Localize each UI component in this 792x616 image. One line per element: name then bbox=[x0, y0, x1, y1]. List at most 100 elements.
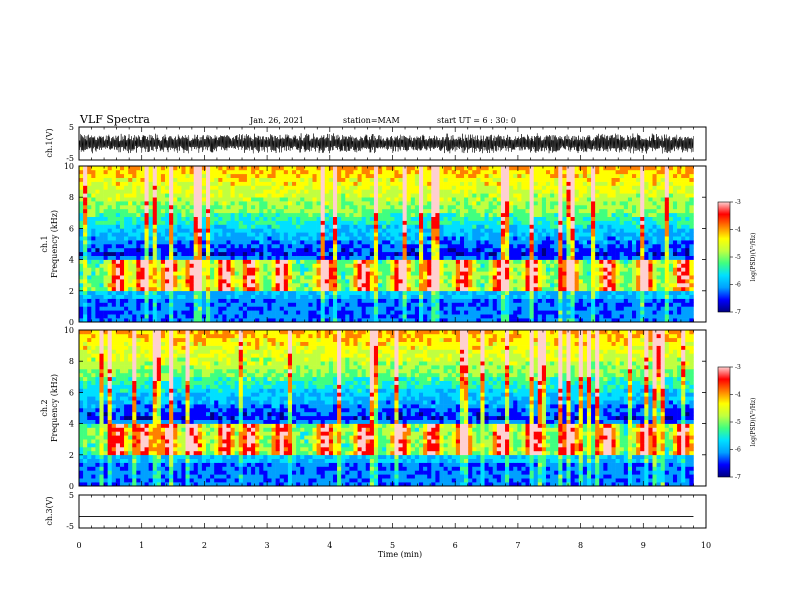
spectrogram-cell bbox=[394, 236, 399, 241]
spectrogram-cell bbox=[488, 185, 494, 190]
spectrogram-cell bbox=[148, 193, 154, 198]
spectrogram-cell bbox=[132, 271, 137, 276]
spectrogram-cell bbox=[185, 271, 190, 276]
spectrogram-cell bbox=[541, 267, 547, 272]
spectrogram-cell bbox=[541, 279, 547, 284]
spectrogram-cell bbox=[439, 247, 444, 253]
spectrogram-cell bbox=[255, 290, 260, 295]
spectrogram-cell bbox=[468, 283, 473, 288]
spectrogram-cell bbox=[271, 216, 276, 221]
spectrogram-cell bbox=[132, 279, 137, 284]
spectrogram-cell bbox=[464, 318, 469, 323]
spectrogram-cell bbox=[205, 306, 211, 311]
spectrogram-cell bbox=[349, 240, 354, 245]
spectrogram-cell bbox=[259, 216, 264, 221]
spectrogram-cell bbox=[492, 314, 498, 319]
spectrogram-cell bbox=[406, 306, 412, 311]
spectrogram-cell bbox=[361, 212, 367, 217]
spectrogram-cell bbox=[324, 286, 330, 292]
spectrogram-cell bbox=[115, 189, 121, 194]
spectrogram-cell bbox=[177, 286, 182, 292]
spectrogram-cell bbox=[496, 318, 502, 323]
spectrogram-cell bbox=[419, 294, 424, 299]
spectrogram-cell bbox=[394, 189, 399, 194]
spectrogram-cell bbox=[427, 251, 432, 256]
spectrogram-cell bbox=[283, 185, 289, 190]
spectrogram-cell bbox=[550, 197, 555, 202]
spectrogram-cell bbox=[83, 173, 88, 178]
spectrogram-cell bbox=[79, 166, 84, 171]
spectrogram-cell bbox=[214, 318, 219, 323]
spectrogram-cell bbox=[423, 286, 428, 292]
spectrogram-cell bbox=[128, 193, 133, 198]
spectrogram-cell bbox=[337, 314, 342, 319]
spectrogram-cell bbox=[365, 177, 371, 182]
spectrogram-cell bbox=[165, 224, 170, 229]
spectrogram-cell bbox=[402, 271, 408, 276]
spectrogram-cell bbox=[189, 302, 194, 307]
spectrogram-cell bbox=[238, 302, 244, 307]
spectrogram-cell bbox=[472, 263, 477, 268]
spectrogram-cell bbox=[210, 259, 215, 264]
spectrogram-cell bbox=[406, 314, 412, 319]
spectrogram-cell bbox=[222, 185, 227, 190]
spectrogram-cell bbox=[165, 283, 170, 288]
spectrogram-cell bbox=[398, 185, 403, 190]
spectrogram-cell bbox=[308, 169, 313, 175]
spectrogram-cell bbox=[324, 279, 330, 284]
spectrogram-cell bbox=[500, 224, 506, 229]
spectrogram-cell bbox=[365, 306, 371, 311]
spectrogram-cell bbox=[308, 279, 313, 284]
spectrogram-cell bbox=[230, 232, 235, 237]
spectrogram-cell bbox=[427, 189, 432, 194]
spectrogram-cell bbox=[119, 177, 125, 182]
spectrogram-cell bbox=[95, 251, 100, 256]
spectrogram-cell bbox=[246, 267, 252, 272]
spectrogram-cell bbox=[316, 251, 321, 256]
spectrogram-cell bbox=[578, 255, 584, 260]
spectrogram-cell bbox=[173, 244, 178, 249]
spectrogram-cell bbox=[521, 263, 526, 268]
spectrogram-cell bbox=[111, 302, 117, 307]
spectrogram-cell bbox=[296, 310, 301, 315]
spectrogram-cell bbox=[173, 236, 178, 241]
spectrogram-cell bbox=[230, 185, 235, 190]
spectrogram-cell bbox=[484, 220, 489, 225]
spectrogram-cell bbox=[566, 236, 571, 241]
spectrogram-cell bbox=[443, 220, 448, 225]
spectrogram-cell bbox=[312, 177, 317, 182]
spectrogram-cell bbox=[107, 208, 113, 214]
spectrogram-cell bbox=[124, 169, 129, 175]
spectrogram-cell bbox=[365, 181, 371, 186]
spectrogram-cell bbox=[144, 189, 149, 194]
spectrogram-cell bbox=[410, 263, 416, 268]
spectrogram-cell bbox=[283, 220, 289, 225]
spectrogram-cell bbox=[586, 232, 592, 237]
spectrogram-cell bbox=[287, 318, 293, 323]
spectrogram-cell bbox=[382, 302, 387, 307]
spectrogram-cell bbox=[152, 290, 158, 295]
spectrogram-cell bbox=[275, 236, 281, 241]
spectrogram-cell bbox=[562, 185, 567, 190]
spectrogram-cell bbox=[275, 314, 281, 319]
spectrogram-cell bbox=[189, 236, 194, 241]
spectrogram-cell bbox=[382, 267, 387, 272]
spectrogram-cell bbox=[406, 201, 412, 206]
spectrogram-cell bbox=[119, 244, 125, 249]
spectrogram-cell bbox=[255, 267, 260, 272]
spectrogram-cell bbox=[394, 169, 399, 175]
spectrogram-cell bbox=[468, 185, 473, 190]
spectrogram-cell bbox=[308, 286, 313, 292]
spectrogram-cell bbox=[242, 318, 248, 323]
spectrogram-cell bbox=[468, 294, 473, 299]
spectrogram-cell bbox=[287, 286, 293, 292]
spectrogram-cell bbox=[214, 279, 219, 284]
spectrogram-cell bbox=[513, 244, 518, 249]
spectrogram-cell bbox=[582, 244, 588, 249]
spectrogram-cell bbox=[300, 240, 305, 245]
spectrogram-cell bbox=[357, 263, 362, 268]
spectrogram-cell bbox=[369, 247, 375, 253]
spectrogram-cell bbox=[332, 232, 338, 237]
spectrogram-cell bbox=[349, 216, 354, 221]
spectrogram-cell bbox=[545, 224, 551, 229]
